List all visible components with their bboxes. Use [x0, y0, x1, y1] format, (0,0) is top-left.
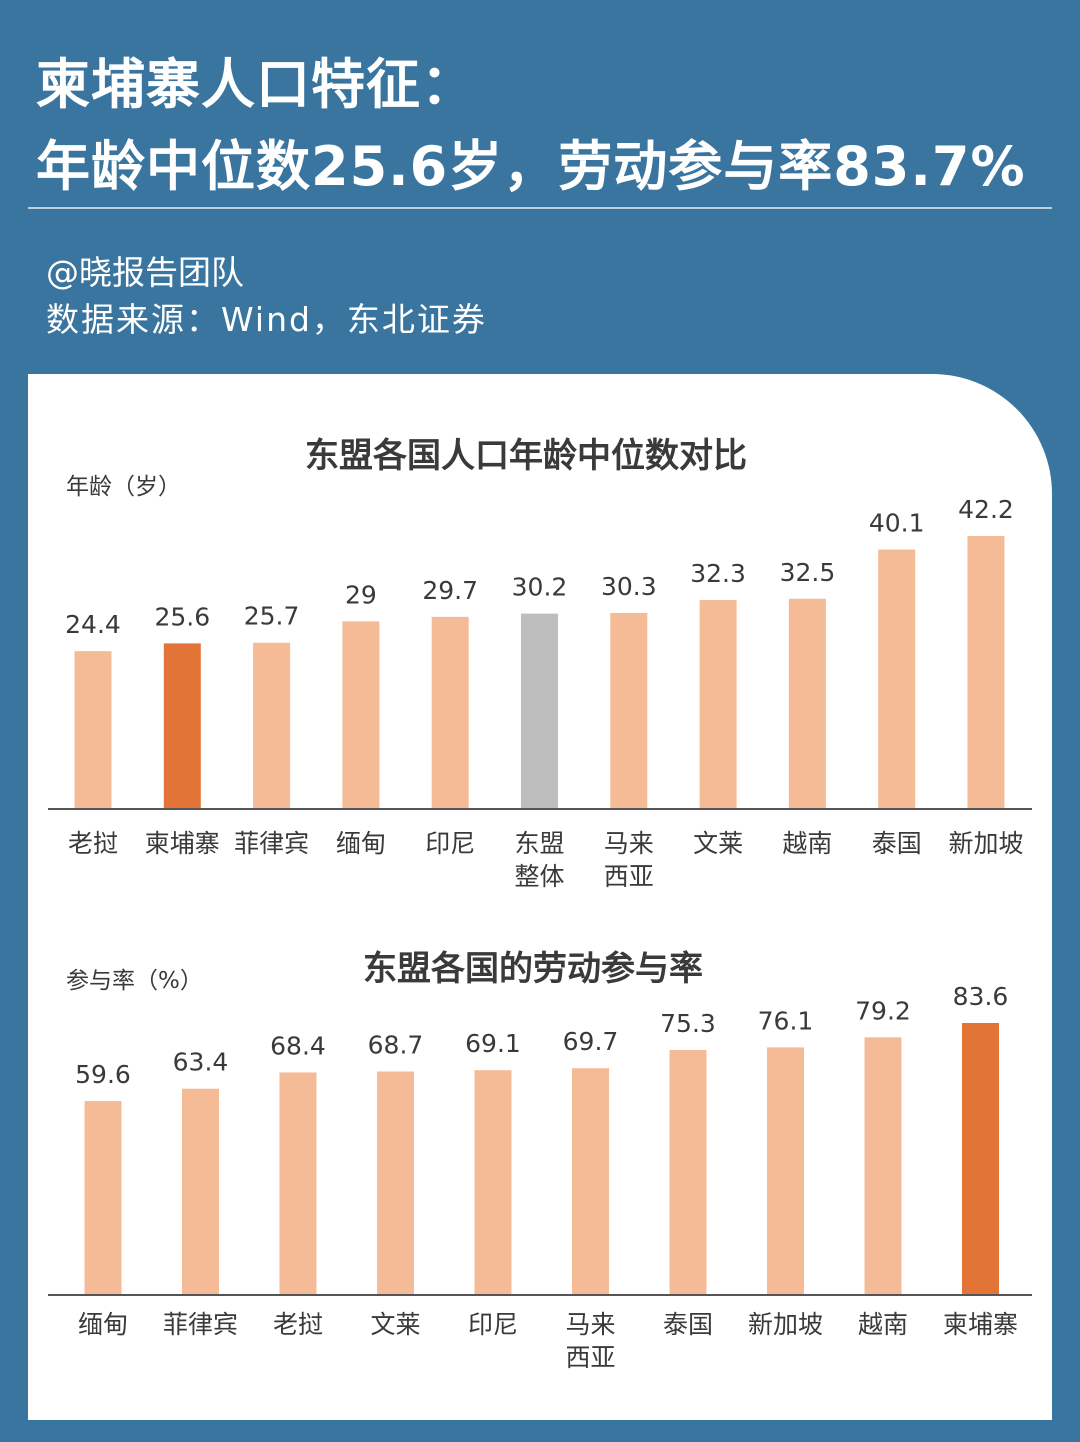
age-bar: [163, 643, 201, 809]
labor-data-label: 68.4: [270, 1031, 326, 1060]
labor-category-label: 泰国: [663, 1310, 713, 1339]
page-title-line-2: 年龄中位数25.6岁，劳动参与率83.7%: [36, 135, 1026, 198]
age-category-label: 柬埔寨: [145, 829, 220, 858]
page-title-line-1: 柬埔寨人口特征：: [36, 53, 476, 116]
labor-category-label: 西亚: [565, 1343, 615, 1372]
age-bar: [610, 612, 648, 809]
labor-bar: [474, 1070, 512, 1295]
labor-bar: [572, 1068, 609, 1295]
labor-category-label: 柬埔寨: [943, 1310, 1018, 1339]
age-data-label: 25.6: [154, 602, 210, 631]
age-data-label: 25.7: [244, 602, 300, 631]
age-category-label: 文莱: [693, 829, 743, 858]
labor-category-label: 老挝: [273, 1310, 323, 1339]
labor-category-label: 印尼: [468, 1310, 518, 1339]
age-data-label: 32.5: [780, 558, 836, 587]
labor-bar: [377, 1071, 414, 1295]
labor-category-label: 缅甸: [78, 1310, 128, 1339]
source-label: 数据来源：Wind，东北证券: [46, 300, 487, 339]
age-bar: [699, 600, 737, 809]
labor-data-label: 75.3: [660, 1009, 716, 1038]
labor-data-label: 63.4: [173, 1048, 229, 1077]
y-axis-label-age: 年龄（岁）: [66, 474, 181, 500]
author-label: @晓报告团队: [46, 253, 244, 292]
age-bar: [253, 642, 291, 809]
age-category-label: 缅甸: [336, 829, 386, 858]
age-data-label: 40.1: [869, 509, 925, 538]
labor-category-label: 菲律宾: [163, 1310, 238, 1339]
labor-bar: [279, 1072, 317, 1295]
labor-bar: [669, 1050, 707, 1295]
age-category-label: 整体: [514, 862, 564, 891]
age-bar: [967, 536, 1005, 809]
labor-category-label: 文莱: [370, 1310, 420, 1339]
age-category-label: 东盟: [514, 829, 564, 858]
age-bar: [431, 616, 469, 809]
age-category-label: 印尼: [425, 829, 475, 858]
age-bar: [788, 598, 826, 809]
labor-bar: [767, 1047, 804, 1295]
age-bar: [74, 651, 112, 809]
age-data-label: 32.3: [690, 559, 746, 588]
labor-data-label: 76.1: [758, 1006, 814, 1035]
age-category-label: 菲律宾: [234, 829, 309, 858]
y-axis-label-labor: 参与率（%）: [66, 968, 203, 994]
age-category-label: 新加坡: [948, 829, 1023, 858]
age-bar: [878, 549, 916, 809]
age-data-label: 24.4: [65, 610, 121, 639]
labor-bar: [182, 1088, 219, 1295]
age-category-label: 西亚: [604, 862, 654, 891]
labor-data-label: 68.7: [368, 1030, 424, 1059]
labor-data-label: 69.1: [465, 1029, 521, 1058]
labor-category-label: 新加坡: [748, 1310, 823, 1339]
labor-bar: [84, 1101, 122, 1295]
labor-bar: [962, 1023, 999, 1295]
chart-title-labor: 东盟各国的劳动参与率: [363, 949, 703, 989]
labor-data-label: 79.2: [855, 996, 911, 1025]
labor-category-label: 马来: [565, 1310, 615, 1339]
header-divider: [28, 207, 1052, 209]
age-category-label: 马来: [604, 829, 654, 858]
labor-data-label: 69.7: [563, 1027, 619, 1056]
age-category-label: 越南: [782, 829, 832, 858]
labor-bar: [864, 1037, 902, 1295]
chart-title-age: 东盟各国人口年龄中位数对比: [305, 436, 747, 476]
age-category-label: 泰国: [872, 829, 922, 858]
age-data-label: 29.7: [422, 576, 478, 605]
age-bar: [342, 621, 380, 809]
age-category-label: 老挝: [68, 829, 118, 858]
labor-data-label: 59.6: [75, 1060, 131, 1089]
labor-data-label: 83.6: [953, 982, 1009, 1011]
labor-category-label: 越南: [858, 1310, 908, 1339]
age-data-label: 30.2: [512, 573, 568, 602]
age-data-label: 30.3: [601, 572, 657, 601]
age-data-label: 42.2: [958, 495, 1014, 524]
age-bar: [521, 613, 558, 809]
age-data-label: 29: [345, 580, 377, 609]
